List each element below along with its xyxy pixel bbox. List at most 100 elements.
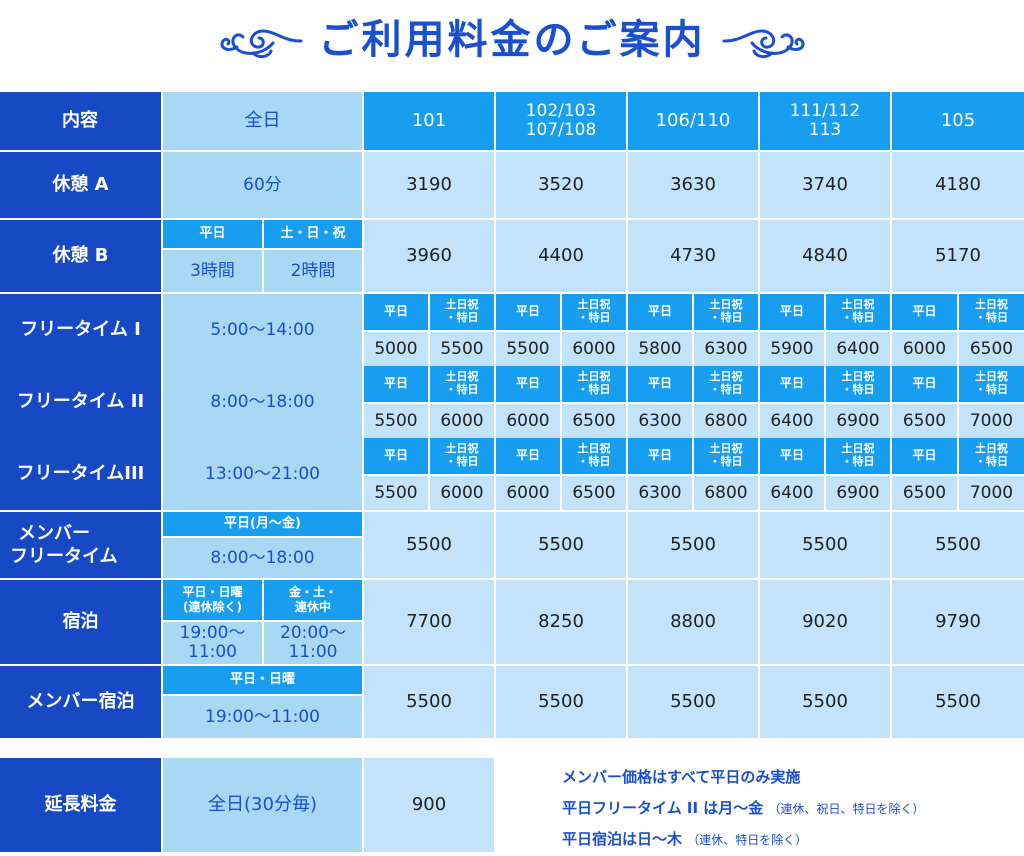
row-label-line: フリータイム [10,546,118,567]
tag-weekday: 平日 [760,294,824,330]
note-small: （連休、特日を除く） [687,833,808,847]
sub-line: (連休除く) [183,600,242,614]
tag-weekday: 平日 [364,438,428,474]
room-label: 111/112 [789,101,861,122]
price-cell: 6500 [892,404,957,438]
price-cell: 3740 [760,152,890,218]
stay-sub-weekend: 金・土・ 連休中 [264,580,362,620]
page-title: ご利用料金のご案内 [318,17,706,63]
price-cell: 7000 [959,476,1024,510]
tag-weekend: 土日祝 ・特日 [959,438,1024,474]
tag-weekday: 平日 [496,438,560,474]
time-line: 19:00〜 [179,623,246,644]
price-cell: 9020 [760,580,890,664]
time-line: 20:00〜 [280,623,346,644]
flourish-left-icon [220,29,302,59]
header-room-106-110: 106/110 [628,92,758,150]
note-text: 平日宿泊は日〜木 [562,830,683,848]
tag-line: 土日祝 [841,370,875,384]
tag-weekday: 平日 [628,294,692,330]
tag-weekend: 土日祝 ・特日 [826,366,890,402]
tag-weekday: 平日 [628,438,692,474]
room-label: 102/103 [525,101,597,122]
note-small: （連休、祝日、特日を除く） [768,802,925,816]
tag-weekend: 土日祝 ・特日 [430,294,494,330]
tag-weekday: 平日 [760,366,824,402]
note-text: メンバー価格はすべて平日のみ実施 [562,768,801,786]
sub-line: 金・土・ [288,585,337,599]
note-member: メンバー価格はすべて平日のみ実施 [562,766,800,787]
price-cell: 7000 [959,404,1024,438]
tag-line: ・特日 [975,383,1008,396]
tag-weekend: 土日祝 ・特日 [826,438,890,474]
price-cell: 4730 [628,220,758,292]
tag-line: 土日祝 [975,370,1008,384]
price-cell: 5500 [364,666,494,738]
price-cell: 6900 [826,476,890,510]
price-cell: 6300 [628,404,692,438]
price-cell: 8250 [496,580,626,664]
row-label-line: メンバー [18,522,90,544]
price-cell: 5500 [628,666,758,738]
price-cell: 3520 [496,152,626,218]
note-free2: 平日フリータイム II は月〜金 （連休、祝日、特日を除く） [562,797,925,818]
price-cell: 8800 [628,580,758,664]
price-cell: 6400 [826,332,890,366]
row-label-member-free: メンバー フリータイム [0,512,161,578]
room-label: 113 [808,120,842,140]
tag-line: 土日祝 [975,442,1008,456]
tag-line: 土日祝 [577,370,611,384]
price-cell: 5170 [892,220,1024,292]
header-room-102-108: 102/103 107/108 [496,92,626,150]
price-cell: 3630 [628,152,758,218]
tag-weekend: 土日祝 ・特日 [694,294,758,330]
header-room-111-113: 111/112 113 [760,92,890,150]
price-cell: 4400 [496,220,626,292]
room-label: 107/108 [525,120,597,140]
tag-line: 土日祝 [445,370,479,384]
tag-line: ・特日 [709,455,743,468]
price-cell: 6800 [694,404,758,438]
price-cell: 6000 [496,404,560,438]
tag-line: ・特日 [445,311,479,324]
rest-b-sub-weekday: 平日 [163,220,262,248]
page-header: ご利用料金のご案内 [0,0,1024,80]
note-text: 平日フリータイム II は月〜金 [562,799,764,817]
price-cell: 6400 [760,404,824,438]
tag-weekend: 土日祝 ・特日 [826,294,890,330]
price-cell: 5800 [628,332,692,366]
stay-time-weekday: 19:00〜 11:00 [163,622,262,664]
price-cell: 5500 [892,512,1024,578]
row-label-extension: 延長料金 [0,758,161,852]
member-free-sub: 平日(月〜金) [163,512,362,536]
tag-line: ・特日 [577,311,611,324]
tag-weekday: 平日 [364,366,428,402]
price-cell: 6500 [892,476,957,510]
tag-line: ・特日 [577,455,611,468]
tag-weekday: 平日 [364,294,428,330]
header-period: 全日 [163,92,362,150]
price-cell: 5500 [628,512,758,578]
tag-line: 土日祝 [709,370,743,384]
price-cell: 4840 [760,220,890,292]
price-cell: 5900 [760,332,824,366]
tag-weekend: 土日祝 ・特日 [562,366,626,402]
price-cell: 6900 [826,404,890,438]
tag-weekday: 平日 [628,366,692,402]
price-cell: 6300 [628,476,692,510]
price-cell: 3960 [364,220,494,292]
tag-line: 土日祝 [841,298,875,312]
header-room-101: 101 [364,92,494,150]
row-label-free-time-3: フリータイムIII [0,438,161,510]
price-cell: 7700 [364,580,494,664]
price-cell: 5500 [496,512,626,578]
stay-sub-weekday: 平日・日曜 (連休除く) [163,580,262,620]
member-stay-sub: 平日・日曜 [163,666,362,694]
tag-line: 土日祝 [577,298,611,312]
tag-weekday: 平日 [892,366,957,402]
row-label-free-time-2: フリータイム II [0,366,161,438]
tag-weekend: 土日祝 ・特日 [959,366,1024,402]
row-label-stay: 宿泊 [0,580,161,664]
tag-weekday: 平日 [760,438,824,474]
header-room-105: 105 [892,92,1024,150]
